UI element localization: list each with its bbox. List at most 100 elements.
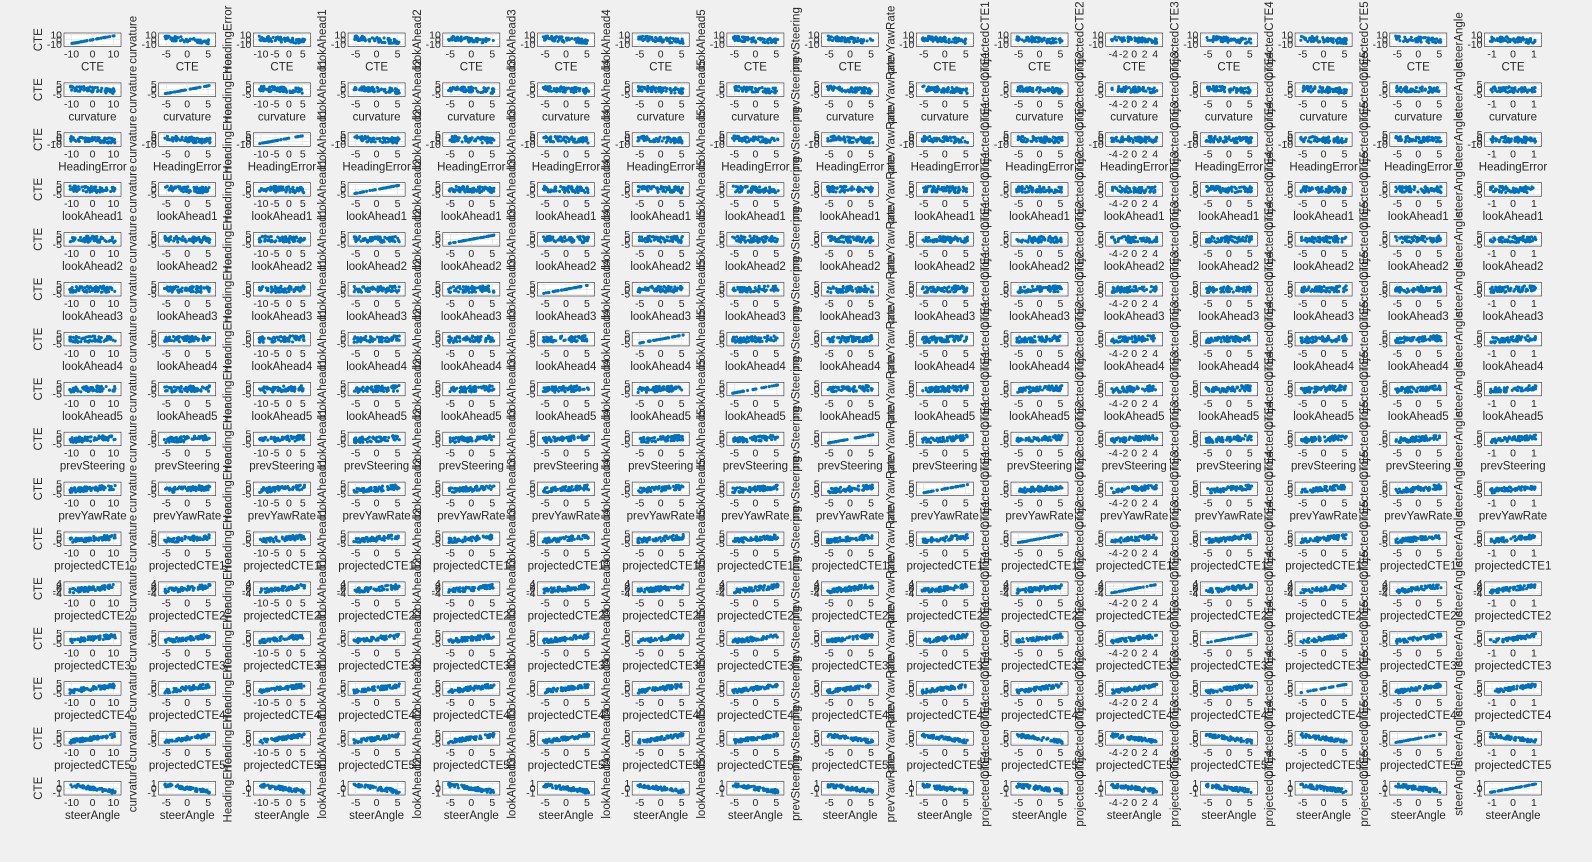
scatter-point (1236, 88, 1239, 91)
scatter-point (935, 37, 938, 40)
scatter-point (1311, 89, 1314, 92)
scatter-point (358, 39, 361, 42)
scatter-point (558, 36, 561, 39)
scatter-point (1034, 40, 1037, 43)
y-tick-label: -10 (994, 39, 1009, 51)
x-tick-label: 0 (563, 148, 569, 160)
scatter-point (676, 88, 679, 91)
x-tick-label: 0 (468, 49, 474, 61)
x-tick-label: -5 (824, 49, 833, 61)
scatter-point (258, 88, 261, 91)
scatter-point (1133, 36, 1136, 39)
scatter-point (377, 40, 380, 43)
x-tick-label: 0 (563, 198, 569, 210)
scatter-point (207, 42, 210, 45)
x-tick-label: 0 (1037, 98, 1043, 110)
scatter-point (80, 186, 83, 189)
y-tick-label: -10 (142, 139, 157, 151)
x-tick-label: 0 (374, 148, 380, 160)
x-tick-label: 5 (300, 198, 306, 210)
x-tick-label: -5 (270, 148, 279, 160)
scatter-point (754, 136, 757, 139)
scatter-point (1438, 140, 1441, 143)
scatter-point (839, 138, 842, 141)
scatter-point (373, 38, 376, 41)
subplot-CTE-vs-CTE: -10 0 10100-10CTECTE (33, 28, 121, 74)
scatter-point (1127, 40, 1130, 43)
scatter-point (457, 136, 460, 139)
scatter-point (260, 187, 263, 190)
scatter-point (656, 38, 659, 41)
scatter-point (1017, 39, 1020, 42)
scatter-point (461, 86, 464, 89)
x-tick-label: 0 (1321, 49, 1327, 61)
x-axis-label: CTE (1407, 62, 1430, 74)
x-tick-label: 0 (658, 98, 664, 110)
scatter-point (848, 40, 851, 43)
scatter-point (644, 35, 647, 38)
scatter-point (958, 188, 961, 191)
scatter-point (258, 142, 261, 145)
scatter-point (208, 141, 211, 144)
scatter-point (581, 138, 584, 141)
y-tick-label: -10 (615, 39, 630, 51)
scatter-point (1490, 87, 1493, 90)
x-tick-label: -5 (919, 49, 928, 61)
scatter-point (955, 37, 958, 40)
scatter-point (868, 89, 871, 92)
scatter-point (1225, 136, 1228, 139)
scatter-point (263, 189, 266, 192)
scatter-point (1115, 38, 1118, 41)
scatter-point (1046, 137, 1049, 140)
x-tick-label: -5 (1298, 49, 1307, 61)
y-tick-label: -5 (53, 89, 62, 101)
scatter-point (1321, 36, 1324, 39)
scatter-point (836, 86, 839, 89)
x-tick-label: -10 (253, 198, 268, 210)
scatter-point (768, 91, 771, 94)
x-tick-label: 0 (752, 148, 758, 160)
x-tick-label: 0 (1510, 98, 1516, 110)
scatter-point (736, 39, 739, 42)
x-axis-label: curvature (1205, 111, 1253, 123)
scatter-point (1129, 37, 1132, 40)
scatter-point (101, 188, 104, 191)
scatter-point (1395, 90, 1398, 93)
scatter-point (653, 140, 656, 143)
scatter-point (741, 188, 744, 191)
x-tick-label: 1 (1531, 148, 1537, 160)
x-tick-label: -5 (730, 49, 739, 61)
scatter-point (637, 89, 640, 92)
scatter-point (587, 90, 590, 93)
scatter-point (746, 136, 749, 139)
scatter-point (936, 187, 939, 190)
scatter-point (1136, 137, 1139, 140)
x-tick-label: -10 (64, 49, 79, 61)
scatter-point (113, 141, 116, 144)
scatter-point (1121, 140, 1124, 143)
x-tick-label: 0 (286, 198, 292, 210)
scatter-point (739, 185, 742, 188)
scatter-point (677, 136, 680, 139)
scatter-point (189, 88, 192, 91)
scatter-point (850, 189, 853, 192)
scatter-point (1416, 40, 1419, 43)
y-tick-label: -10 (899, 39, 914, 51)
scatter-point (761, 86, 764, 89)
scatter-point (1242, 91, 1245, 94)
scatter-point (544, 85, 547, 88)
x-axis-label: CTE (81, 62, 104, 74)
scatter-point (301, 37, 304, 40)
y-tick-label: -5 (1378, 89, 1387, 101)
x-tick-label: -5 (446, 148, 455, 160)
scatter-point (871, 141, 874, 144)
scatter-point (111, 92, 114, 95)
scatter-point (554, 135, 557, 138)
scatter-point (82, 189, 85, 192)
scatter-point (279, 138, 282, 141)
scatter-point (661, 88, 664, 91)
subplot-curvature-vs-CTE: -10 0 1050-5curvatureCTE (33, 78, 121, 124)
x-tick-label: -4 (1109, 49, 1118, 61)
